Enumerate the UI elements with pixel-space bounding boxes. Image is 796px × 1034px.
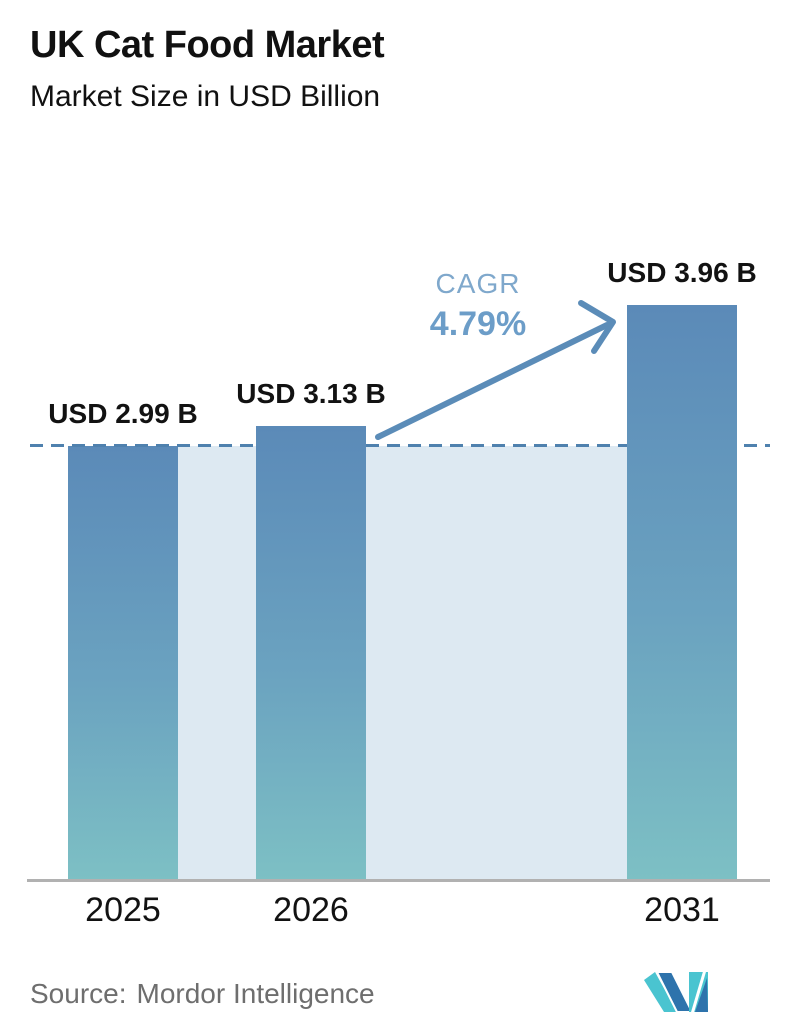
page-subtitle: Market Size in USD Billion bbox=[30, 80, 381, 113]
cagr-value: 4.79% bbox=[429, 305, 527, 343]
bar-value-label-2031: USD 3.96 B bbox=[607, 257, 757, 288]
bar-value-label-2025: USD 2.99 B bbox=[48, 398, 198, 429]
source-label: Source: bbox=[30, 978, 127, 1009]
x-axis-label-2031: 2031 bbox=[644, 891, 720, 929]
cagr-label: CAGR bbox=[435, 268, 521, 299]
x-axis-label-2025: 2025 bbox=[85, 891, 161, 929]
page-title: UK Cat Food Market bbox=[30, 24, 385, 66]
source-value: Mordor Intelligence bbox=[136, 978, 375, 1009]
x-axis-line bbox=[27, 879, 770, 882]
bar-2026 bbox=[256, 426, 366, 881]
source-line: Source: Mordor Intelligence bbox=[30, 978, 375, 1010]
reference-dashed-line bbox=[30, 444, 770, 447]
chart-fill-area bbox=[68, 446, 737, 880]
x-axis-label-2026: 2026 bbox=[273, 891, 349, 929]
bar-2031 bbox=[627, 305, 737, 881]
bar-value-label-2026: USD 3.13 B bbox=[236, 378, 386, 409]
cagr-annotation: CAGR 4.79% bbox=[397, 268, 559, 344]
mordor-intelligence-logo-icon bbox=[644, 972, 708, 1012]
bar-2025 bbox=[68, 446, 178, 881]
